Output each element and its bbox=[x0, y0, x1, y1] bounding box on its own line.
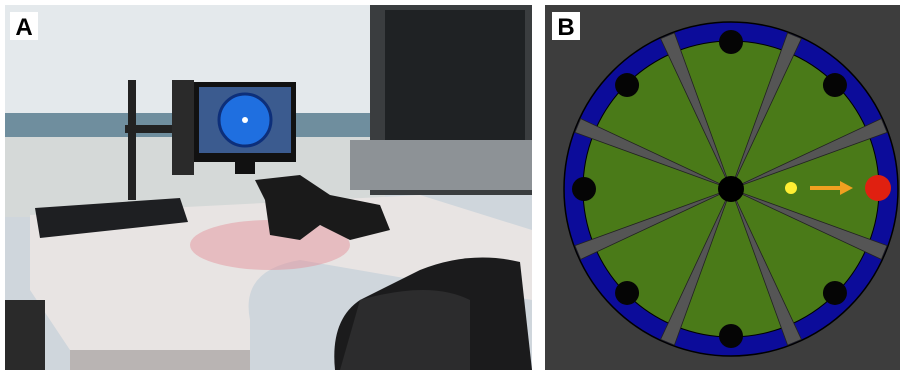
window-glass bbox=[385, 10, 525, 140]
target bbox=[823, 281, 847, 305]
panel-label: B bbox=[557, 14, 574, 41]
figure: A B bbox=[0, 0, 904, 375]
target bbox=[572, 177, 596, 201]
monitor-center bbox=[242, 117, 248, 123]
panel-label: A bbox=[15, 14, 32, 41]
floor-shadow bbox=[5, 300, 45, 370]
start-position bbox=[718, 176, 744, 202]
camera-mount bbox=[172, 80, 194, 175]
stand-pole bbox=[128, 80, 136, 200]
target bbox=[823, 73, 847, 97]
monitor-base bbox=[235, 162, 255, 174]
page: A B (() => { const data = JSON.parse(doc… bbox=[0, 0, 904, 375]
window-sill bbox=[350, 140, 532, 190]
cursor bbox=[785, 182, 797, 194]
desk-edge bbox=[70, 350, 250, 370]
target bbox=[719, 30, 743, 54]
target bbox=[615, 73, 639, 97]
chair-back bbox=[340, 290, 470, 370]
target bbox=[615, 281, 639, 305]
panel-a: A bbox=[5, 5, 532, 370]
active-target bbox=[865, 175, 891, 201]
target bbox=[719, 324, 743, 348]
